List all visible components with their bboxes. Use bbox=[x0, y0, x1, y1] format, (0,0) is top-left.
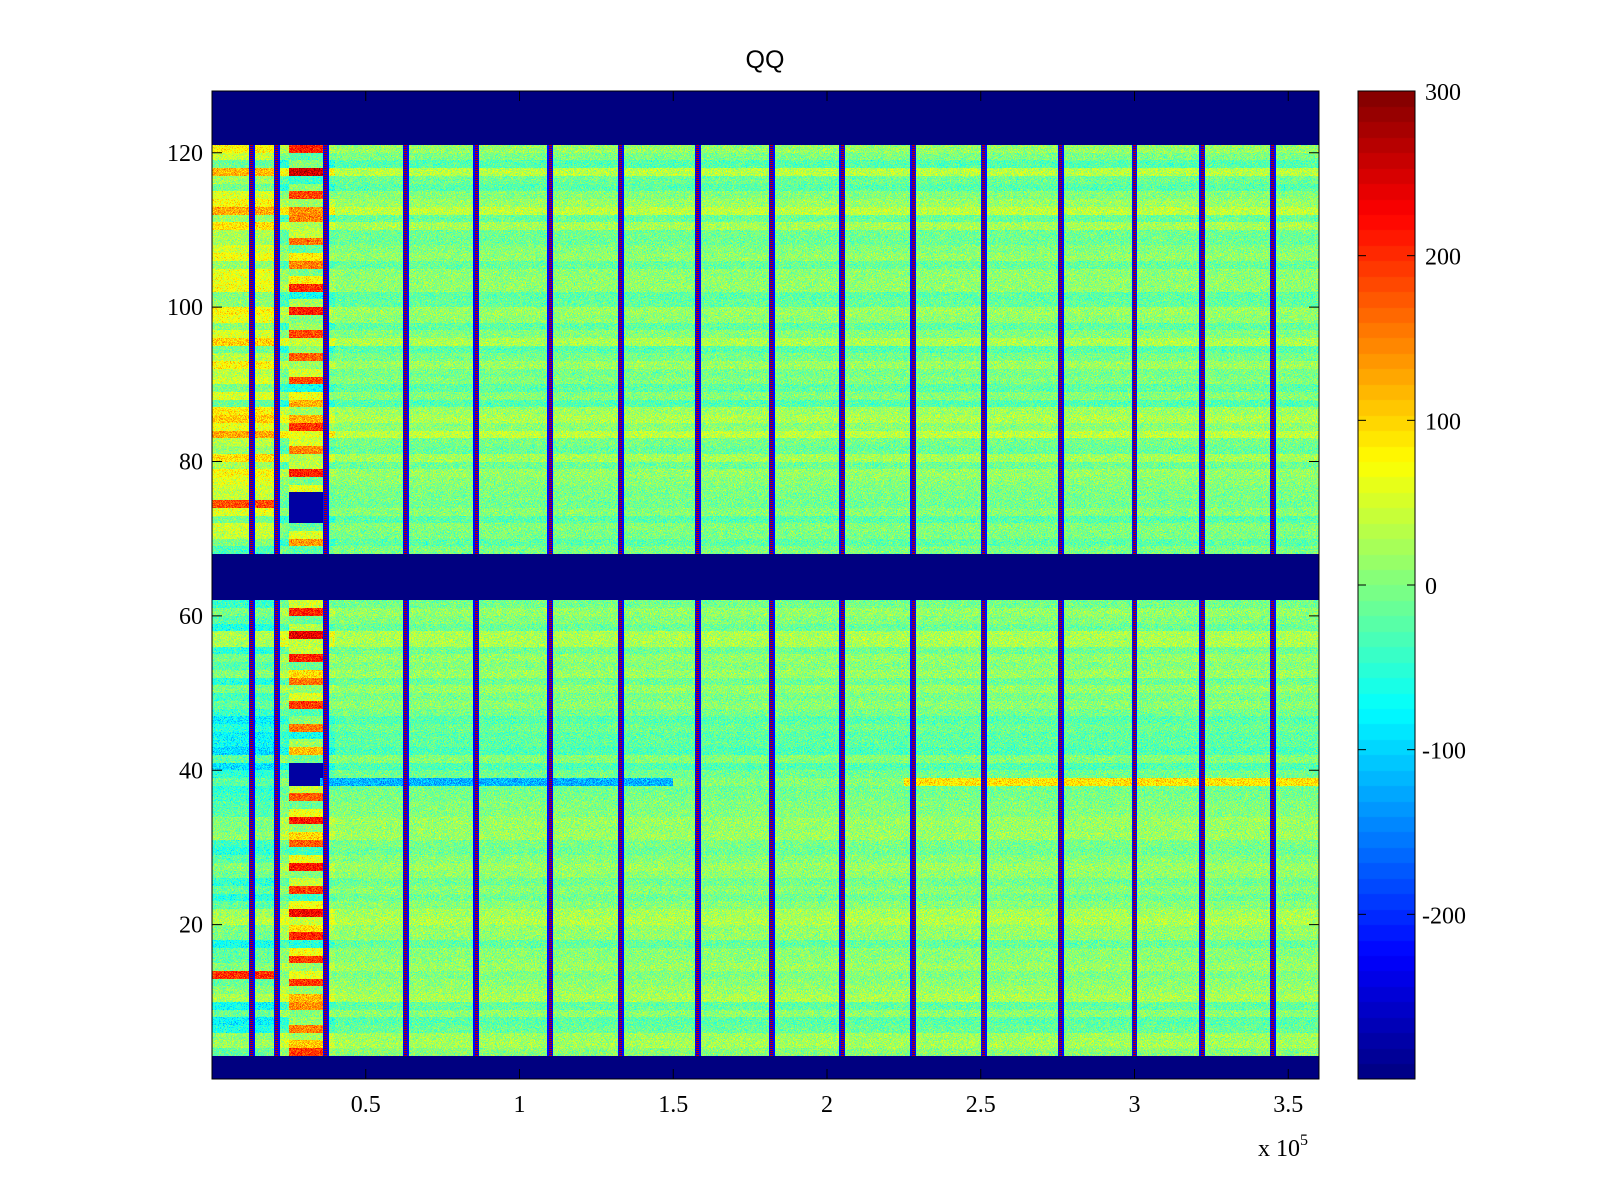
x-exponent-power: 5 bbox=[1300, 1132, 1308, 1149]
y-tick-label: 80 bbox=[179, 450, 203, 476]
colorbar-tick-label: 200 bbox=[1425, 245, 1461, 271]
x-tick-label: 3.5 bbox=[1273, 1092, 1303, 1118]
plot-frame bbox=[211, 90, 1320, 1080]
colorbar-tick-label: 0 bbox=[1425, 574, 1437, 600]
y-tick-label: 40 bbox=[179, 758, 203, 784]
chart-title: QQ bbox=[746, 46, 785, 74]
colorbar-axis: 300 200 100 0 -100 -200 bbox=[1358, 80, 1466, 929]
colorbar-frame bbox=[1357, 90, 1416, 1080]
x-tick-label: 1.5 bbox=[658, 1092, 688, 1118]
x-axis: 0.5 1 1.5 2 2.5 3 3.5 bbox=[351, 91, 1303, 1118]
colorbar-tick-label: 300 bbox=[1425, 80, 1461, 106]
x-tick-label: 2 bbox=[821, 1092, 833, 1118]
y-tick-label: 100 bbox=[167, 295, 203, 321]
x-exponent-label: x 105 bbox=[1258, 1132, 1308, 1162]
colorbar-tick-label: 100 bbox=[1425, 409, 1461, 435]
y-tick-label: 20 bbox=[179, 913, 203, 939]
heatmap-image bbox=[212, 91, 1319, 1079]
colorbar-tick-label: -100 bbox=[1422, 739, 1466, 765]
y-tick-label: 120 bbox=[167, 141, 203, 167]
colorbar-tick-label: -200 bbox=[1422, 903, 1466, 929]
x-tick-label: 2.5 bbox=[966, 1092, 996, 1118]
x-tick-label: 0.5 bbox=[351, 1092, 381, 1118]
x-tick-label: 3 bbox=[1129, 1092, 1141, 1118]
y-tick-label: 60 bbox=[179, 604, 203, 630]
y-axis: 20 40 60 80 100 120 bbox=[167, 141, 1319, 939]
colorbar-image bbox=[1358, 91, 1415, 1079]
x-tick-label: 1 bbox=[514, 1092, 526, 1118]
